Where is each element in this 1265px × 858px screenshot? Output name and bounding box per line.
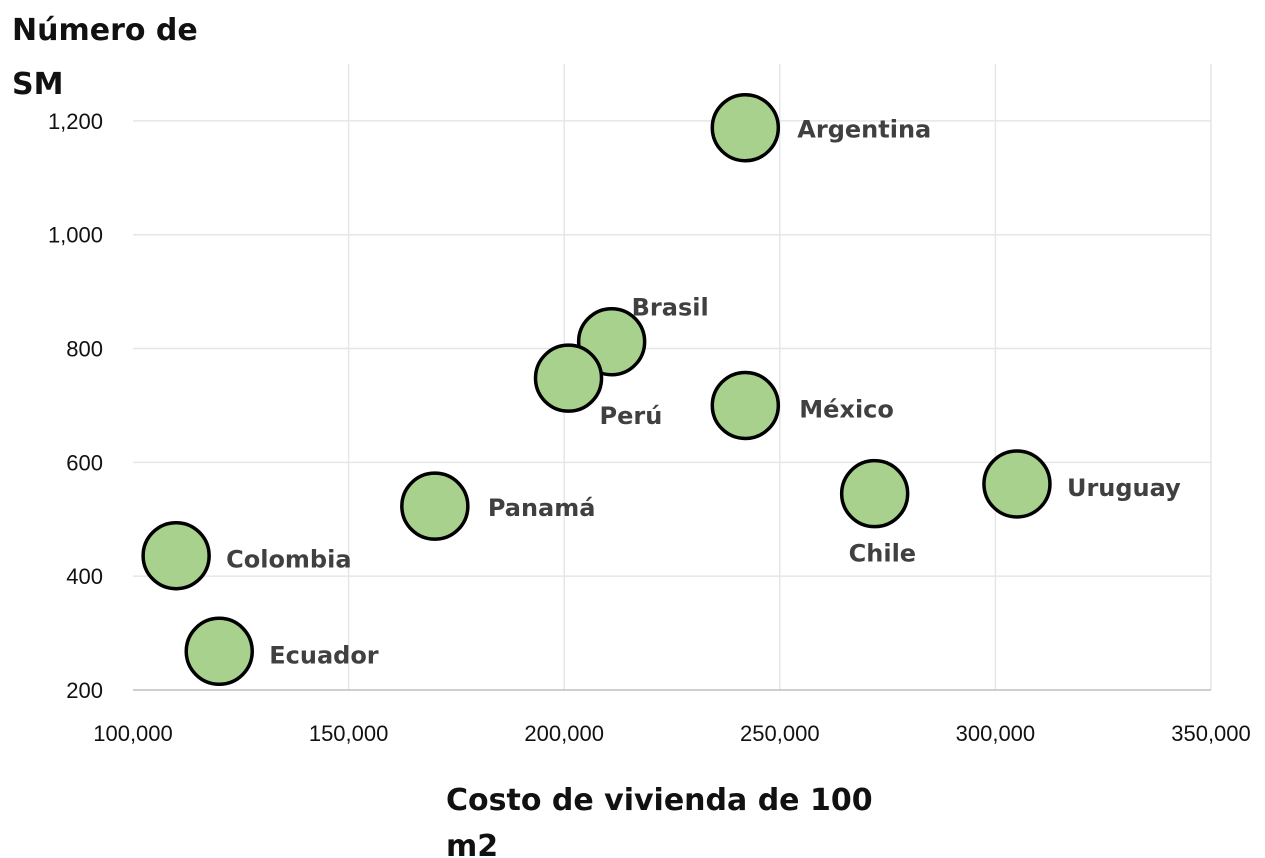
y-tick-label: 400 bbox=[66, 564, 103, 589]
data-label: Perú bbox=[600, 402, 663, 430]
x-axis-title: Costo de vivienda de 100 m2 bbox=[446, 783, 883, 858]
data-point bbox=[982, 449, 1052, 519]
horizontal-gridlines bbox=[133, 120, 1211, 577]
data-label: Panamá bbox=[488, 494, 596, 522]
data-label: Uruguay bbox=[1067, 474, 1181, 502]
y-tick-label: 800 bbox=[66, 337, 103, 362]
x-tick-label: 150,000 bbox=[309, 721, 389, 746]
x-axis-title-line-1: Costo de vivienda de 100 bbox=[446, 783, 873, 818]
x-axis-ticks: 100,000 150,000 200,000 250,000 300,000 350,0… bbox=[93, 721, 1251, 746]
data-point bbox=[710, 370, 781, 441]
y-axis-title-line-2: SM bbox=[12, 67, 63, 102]
y-axis-title: Número de SM bbox=[12, 13, 208, 102]
data-labels: Argentina Brasil Perú México Chile Uruguay Pan… bbox=[226, 116, 1181, 670]
data-label: Ecuador bbox=[269, 641, 379, 669]
data-label: Chile bbox=[849, 540, 916, 568]
data-label: México bbox=[799, 395, 894, 423]
data-points bbox=[141, 92, 1052, 687]
y-tick-label: 200 bbox=[66, 678, 103, 703]
data-point bbox=[710, 92, 781, 163]
y-tick-label: 1,200 bbox=[48, 109, 103, 134]
x-tick-label: 200,000 bbox=[524, 721, 604, 746]
x-tick-label: 100,000 bbox=[93, 721, 173, 746]
data-point bbox=[839, 458, 910, 529]
data-point bbox=[400, 471, 470, 541]
data-label: Brasil bbox=[632, 294, 709, 322]
data-point bbox=[533, 343, 604, 413]
y-axis-title-line-1: Número de bbox=[12, 13, 198, 48]
data-label: Colombia bbox=[226, 546, 351, 574]
x-tick-label: 350,000 bbox=[1171, 721, 1251, 746]
vertical-gridlines bbox=[347, 64, 1212, 690]
x-axis-title-line-2: m2 bbox=[446, 829, 498, 858]
data-label: Argentina bbox=[797, 116, 931, 144]
y-axis-ticks: 200 400 600 800 1,000 1,200 bbox=[48, 109, 103, 703]
x-tick-label: 300,000 bbox=[956, 721, 1036, 746]
y-tick-label: 600 bbox=[66, 450, 103, 475]
y-tick-label: 1,000 bbox=[48, 223, 103, 248]
data-point bbox=[141, 520, 211, 591]
data-point bbox=[184, 616, 254, 687]
x-tick-label: 250,000 bbox=[740, 721, 820, 746]
